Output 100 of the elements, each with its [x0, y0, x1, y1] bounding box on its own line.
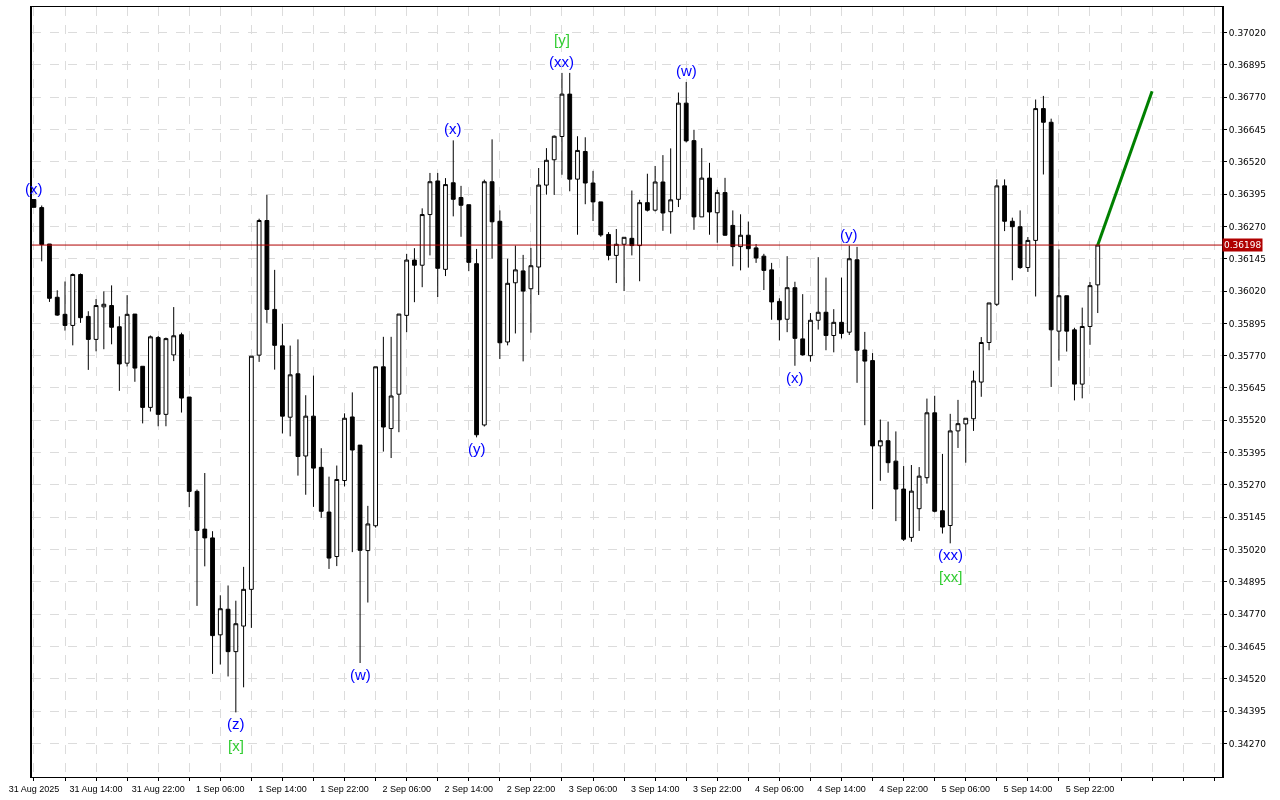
candlestick: [683, 81, 689, 143]
candlestick: [163, 337, 169, 427]
x-tick-label: 31 Aug 2025: [8, 783, 60, 794]
y-tick-label: 0.34645: [1228, 641, 1267, 652]
annotation: (y): [468, 440, 486, 457]
candlestick: [388, 336, 394, 459]
x-tick-label: 1 Sep 22:00: [320, 783, 369, 794]
candlestick: [404, 253, 410, 333]
y-tick-label: 0.35895: [1228, 318, 1267, 329]
candlestick: [691, 129, 697, 231]
candlestick: [62, 281, 68, 332]
candlestick: [497, 209, 503, 360]
candlestick: [916, 466, 922, 532]
candlestick: [893, 430, 899, 522]
candlestick: [1095, 244, 1101, 314]
candlestick: [722, 177, 728, 237]
candlestick: [1009, 217, 1015, 281]
candlestick: [311, 375, 316, 508]
candlestick: [644, 173, 650, 212]
candlestick: [326, 476, 332, 570]
x-tick-label: 3 Sep 06:00: [568, 783, 618, 794]
x-tick-label: 5 Sep 14:00: [1003, 783, 1053, 794]
candlestick: [559, 72, 565, 176]
candlestick: [668, 147, 674, 235]
candlestick: [1025, 236, 1031, 273]
y-tick-label: 0.36770: [1228, 92, 1267, 103]
candlestick: [1017, 209, 1023, 270]
candlestick: [334, 465, 340, 567]
candlestick: [870, 352, 875, 510]
candlestick: [54, 289, 60, 317]
candlestick: [342, 412, 347, 487]
candlestick: [885, 421, 891, 474]
candlestick: [676, 92, 681, 208]
x-tick-label: 4 Sep 14:00: [817, 783, 866, 794]
candlestick: [186, 396, 192, 508]
x-tick-label: 3 Sep 14:00: [630, 783, 680, 794]
annotation: (y): [840, 226, 858, 243]
candlestick: [380, 336, 386, 453]
y-tick-label: 0.37020: [1228, 27, 1267, 38]
y-tick-label: 0.34395: [1228, 706, 1267, 717]
candlestick: [730, 209, 736, 267]
candlestick: [908, 464, 914, 543]
candlestick: [85, 310, 91, 371]
candlestick: [396, 313, 402, 433]
x-tick-label: 1 Sep 06:00: [196, 783, 245, 794]
candlestick: [528, 247, 534, 334]
candlestick: [1079, 307, 1085, 399]
candlestick: [971, 370, 976, 432]
candlestick: [93, 298, 99, 352]
candlestick: [652, 165, 658, 212]
candlestick: [823, 277, 829, 351]
y-tick-label: 0.35645: [1228, 383, 1267, 394]
x-tick-label: 4 Sep 22:00: [879, 783, 928, 794]
candlestick: [582, 136, 588, 205]
candlestick: [116, 315, 122, 392]
candlestick: [854, 246, 860, 384]
candlestick: [831, 308, 837, 353]
candlestick: [349, 391, 355, 553]
candlestick: [598, 201, 604, 238]
candlestick: [761, 253, 767, 291]
candlestick: [924, 398, 930, 485]
annotation: (z): [227, 715, 245, 732]
candlestick: [792, 281, 798, 367]
annotation: [y]: [554, 31, 570, 48]
candlestick: [776, 297, 782, 341]
x-tick-label: 2 Sep 06:00: [382, 783, 431, 794]
candlestick: [707, 162, 712, 236]
candlestick: [458, 185, 464, 238]
y-tick-label: 0.34270: [1228, 738, 1267, 749]
candlestick: [986, 302, 992, 351]
candlestick: [357, 444, 363, 664]
candlestick: [955, 399, 961, 449]
x-tick-label: 3 Sep 22:00: [693, 783, 742, 794]
candlestick: [800, 293, 806, 357]
candlestick: [629, 190, 635, 256]
candlestick: [210, 530, 215, 675]
x-tick-label: 31 Aug 14:00: [69, 783, 123, 794]
candlestick: [365, 505, 371, 604]
y-tick-label: 0.35270: [1228, 480, 1267, 491]
candlestick: [148, 335, 153, 413]
candlestick: [877, 419, 883, 482]
candlestick: [419, 207, 425, 288]
candlestick: [846, 245, 852, 336]
candlestick: [714, 189, 720, 244]
annotation: (x): [786, 369, 804, 386]
y-tick-label: 0.36520: [1228, 156, 1267, 167]
candlestick: [225, 584, 231, 677]
ref-line-label: 0.36198: [1224, 240, 1262, 250]
candlestick: [808, 312, 813, 363]
candlestick: [839, 277, 844, 339]
candlestick: [124, 294, 130, 368]
candlestick: [39, 205, 45, 262]
x-tick-label: 2 Sep 22:00: [506, 783, 556, 794]
candlestick: [318, 447, 324, 519]
candlestick: [481, 179, 487, 428]
y-tick-label: 0.34770: [1228, 609, 1267, 620]
candlestick: [567, 72, 573, 192]
annotation: (w): [676, 62, 697, 79]
candlestick: [194, 489, 200, 607]
y-tick-label: 0.34520: [1228, 673, 1267, 684]
